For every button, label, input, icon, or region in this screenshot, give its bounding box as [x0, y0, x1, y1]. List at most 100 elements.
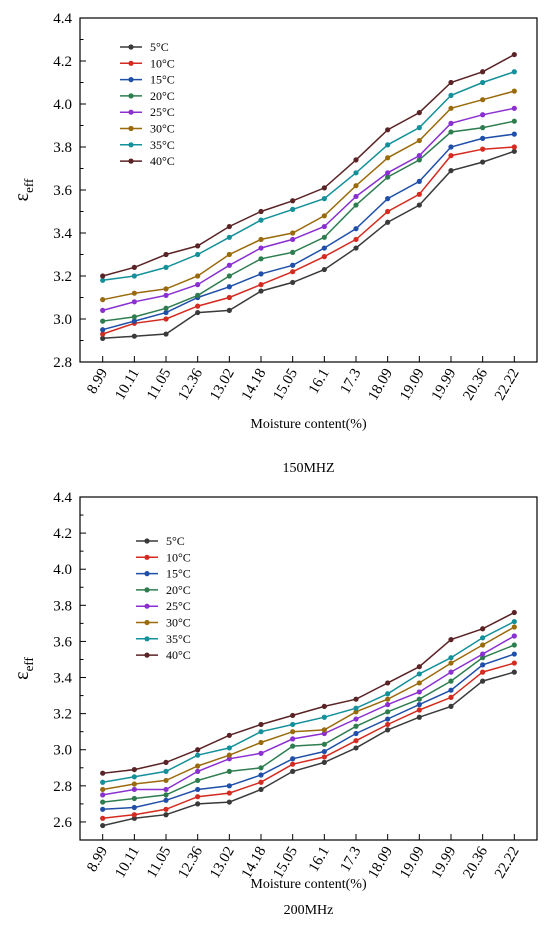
x-tick-label: 11.05 — [144, 844, 174, 881]
data-point — [163, 264, 169, 270]
series-8 — [100, 609, 517, 776]
data-point — [448, 144, 454, 150]
legend-label: 25°C — [150, 105, 175, 119]
data-point — [511, 144, 517, 150]
x-axis-label: Moisture content(%) — [250, 877, 367, 892]
data-point — [416, 110, 422, 116]
series-6 — [100, 88, 517, 303]
series-5 — [100, 633, 517, 798]
data-point — [100, 779, 106, 785]
data-point — [290, 756, 296, 762]
data-point — [195, 243, 201, 249]
data-point — [448, 105, 454, 111]
data-point — [290, 761, 296, 767]
data-point — [195, 309, 201, 316]
x-tick-label: 18.09 — [365, 366, 396, 403]
y-tick-label: 3.8 — [53, 140, 72, 156]
data-point — [290, 249, 296, 255]
series-line — [102, 150, 515, 340]
legend-entry: 30°C — [136, 616, 191, 630]
data-point — [511, 118, 517, 124]
x-tick-label: 17.3 — [337, 844, 364, 875]
x-tick-label: 15.05 — [270, 844, 301, 881]
legend-swatch-marker — [128, 142, 134, 148]
data-point — [321, 754, 327, 760]
legend-swatch-marker — [128, 77, 134, 83]
data-point — [353, 705, 359, 711]
data-point — [131, 812, 137, 818]
data-point — [480, 678, 486, 684]
data-point — [258, 729, 264, 735]
data-point — [321, 266, 327, 273]
data-point — [131, 318, 137, 324]
data-point — [226, 768, 232, 775]
data-point — [100, 822, 106, 829]
legend-entry: 15°C — [120, 73, 175, 87]
data-point — [226, 294, 232, 301]
chart-caption: 200MHz — [284, 903, 334, 918]
data-point — [100, 335, 106, 341]
data-point — [511, 148, 517, 154]
data-point — [195, 303, 201, 309]
data-point — [480, 125, 486, 131]
data-point — [448, 694, 454, 700]
series-line — [102, 653, 515, 811]
data-point — [480, 662, 486, 668]
data-point — [416, 707, 422, 713]
plot-frame — [79, 496, 538, 841]
y-tick-label: 3.8 — [53, 598, 72, 614]
series-line — [102, 626, 515, 791]
series-line — [102, 120, 515, 322]
y-tick-label: 4.2 — [53, 526, 72, 542]
data-point — [258, 271, 264, 277]
data-point — [416, 202, 422, 208]
y-tick-label: 4.2 — [53, 54, 72, 70]
legend-label: 35°C — [150, 138, 175, 152]
data-point — [353, 236, 359, 243]
x-tick-label: 22.22 — [492, 366, 523, 403]
legend-entry: 20°C — [136, 583, 191, 597]
data-point — [226, 234, 232, 240]
data-point — [100, 792, 106, 798]
data-point — [163, 331, 169, 337]
data-point — [195, 747, 201, 753]
data-point — [416, 178, 422, 184]
y-tick-label: 3.0 — [53, 312, 72, 328]
series-line — [102, 53, 515, 277]
series-5 — [100, 105, 517, 313]
y-tick-label: 4.4 — [53, 11, 72, 27]
data-point — [448, 660, 454, 666]
data-point — [480, 642, 486, 648]
legend-swatch-marker — [128, 125, 134, 132]
x-tick-label: 11.05 — [144, 366, 174, 403]
data-point — [226, 745, 232, 751]
data-point — [195, 763, 201, 769]
y-tick-label: 3.2 — [53, 707, 72, 723]
data-point — [385, 170, 391, 176]
legend-entry: 5°C — [120, 40, 169, 54]
x-tick-label: 13.02 — [207, 844, 238, 881]
series-line — [102, 133, 515, 331]
data-point — [480, 651, 486, 657]
data-point — [385, 727, 391, 733]
x-tick-label: 12.36 — [175, 844, 206, 882]
data-point — [511, 88, 517, 94]
y-tick-label: 3.2 — [53, 269, 72, 285]
data-point — [416, 714, 422, 720]
data-point — [321, 223, 327, 230]
data-point — [226, 752, 232, 758]
data-point — [321, 727, 327, 733]
y-axis-label: εeff — [11, 657, 36, 680]
data-point — [416, 191, 422, 197]
data-point — [163, 797, 169, 803]
data-point — [226, 756, 232, 762]
data-point — [163, 759, 169, 765]
data-point — [321, 185, 327, 191]
data-point — [511, 51, 517, 58]
data-point — [511, 609, 517, 616]
series-6 — [100, 624, 517, 793]
legend-swatch-marker — [144, 636, 150, 642]
data-point — [258, 772, 264, 778]
series-line — [102, 635, 515, 796]
data-point — [511, 660, 517, 666]
